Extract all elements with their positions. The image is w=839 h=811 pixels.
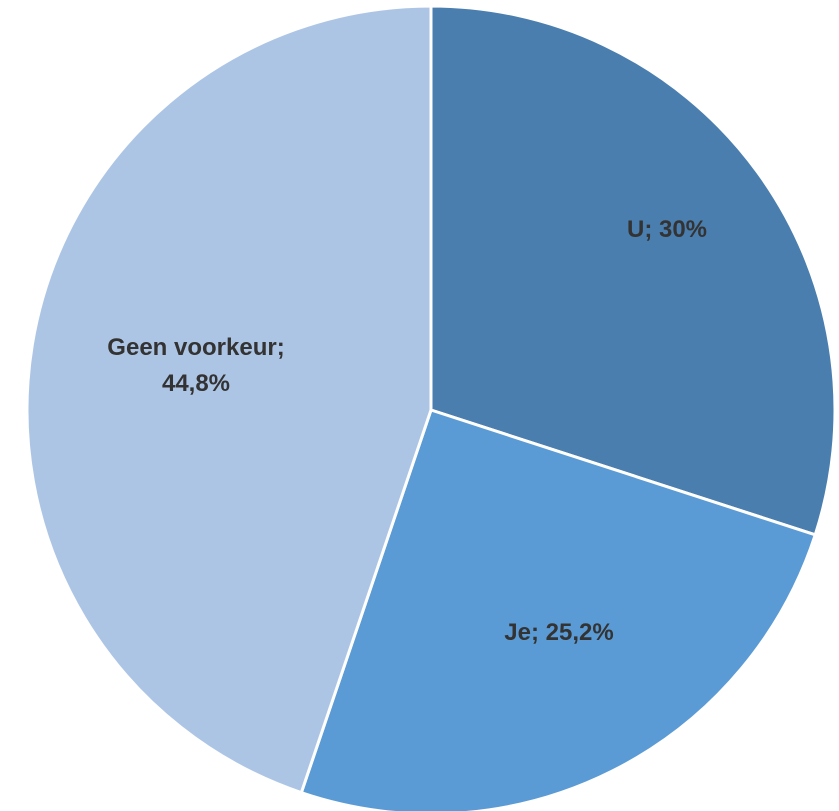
pie-labels: U; 30% Je; 25,2% Geen voorkeur; 44,8% xyxy=(107,216,707,646)
pie-slice-geen-voorkeur xyxy=(25,4,433,795)
pie-label-geen-voorkeur: Geen voorkeur; 44,8% xyxy=(107,334,284,397)
pie-label-u: U; 30% xyxy=(627,216,707,243)
pie-slices xyxy=(25,4,837,811)
pie-slice-u xyxy=(429,4,837,537)
pie-slice-je xyxy=(299,408,817,811)
pie-label-je: Je; 25,2% xyxy=(504,619,613,646)
